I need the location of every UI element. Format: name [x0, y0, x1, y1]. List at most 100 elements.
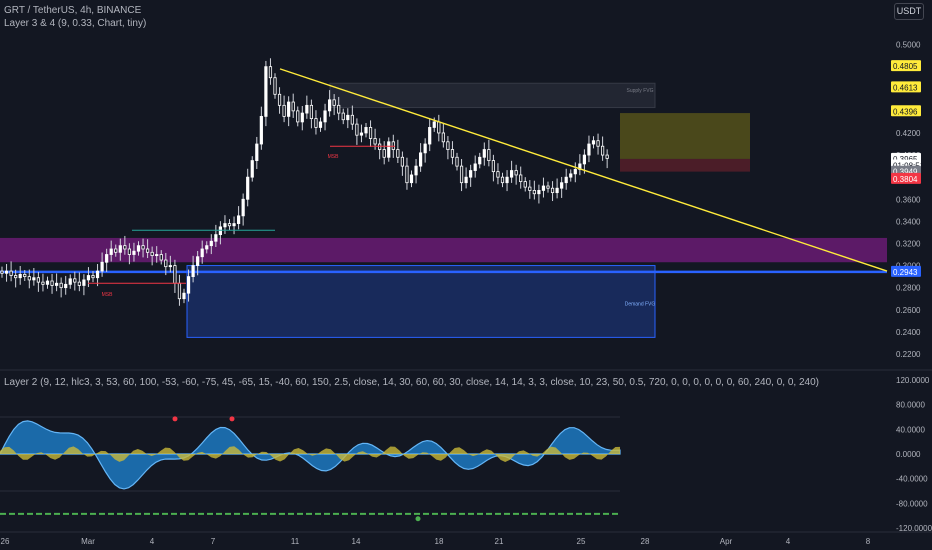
osc-money-flow — [0, 446, 620, 462]
candle-body — [214, 234, 218, 242]
price-label: 0.3804 — [893, 175, 918, 184]
candle-body — [582, 154, 587, 165]
candle-body — [259, 115, 263, 145]
candle-body — [73, 278, 77, 283]
candle-body — [550, 187, 555, 194]
candle-body — [350, 114, 354, 125]
currency-button[interactable]: USDT — [894, 3, 924, 20]
candle-body — [564, 176, 568, 184]
layer34-legend[interactable]: Layer 3 & 4 (9, 0.33, Chart, tiny) — [4, 18, 147, 29]
candle-body — [136, 245, 141, 252]
candle-body — [541, 185, 546, 191]
price-label-bg — [891, 60, 921, 72]
price-axis-tick: 0.5000 — [896, 41, 921, 50]
candle-body — [296, 110, 300, 123]
zone-profit — [620, 113, 750, 159]
candle-body — [91, 275, 95, 279]
candle-body — [182, 292, 186, 300]
price-label: 0.4805 — [893, 62, 918, 71]
candle-body — [300, 112, 304, 123]
candle-body — [428, 127, 432, 145]
candle-body — [132, 250, 136, 255]
candle-body — [273, 77, 277, 95]
candle-body — [27, 276, 31, 281]
candle-body — [95, 270, 100, 279]
candle-body — [560, 182, 564, 189]
candle-body — [368, 127, 373, 139]
candle-body — [218, 226, 222, 236]
time-axis-tick: 26 — [1, 537, 10, 546]
time-axis-tick: Mar — [81, 537, 95, 546]
price-label: 0.4396 — [893, 107, 918, 116]
candle-body — [0, 270, 4, 274]
time-axis-tick: 25 — [577, 537, 586, 546]
candle-body — [423, 143, 427, 154]
time-axis-tick: 21 — [495, 537, 504, 546]
candle-body — [373, 138, 377, 145]
candle-body — [446, 141, 450, 150]
candle-body — [159, 254, 163, 261]
price-axis-tick: 0.4200 — [896, 129, 921, 138]
candle-body — [55, 282, 59, 286]
candle-body — [546, 185, 550, 189]
candle-body — [396, 149, 400, 158]
osc-axis-tick: 0.0000 — [896, 450, 921, 459]
candle-body — [145, 248, 150, 253]
candle-body — [487, 149, 491, 161]
price-axis-tick: 0.2600 — [896, 306, 921, 315]
time-axis-tick: Apr — [720, 537, 733, 546]
candle-body — [464, 176, 468, 184]
candle-body — [50, 280, 54, 286]
candle-body — [509, 170, 514, 178]
candle-body — [236, 215, 241, 224]
candle-body — [277, 93, 282, 106]
osc-axis-tick: -80.0000 — [896, 499, 928, 508]
candle-body — [605, 154, 609, 159]
candle-body — [469, 170, 473, 178]
candle-body — [232, 223, 236, 227]
osc-wave-area — [0, 420, 621, 490]
candle-body — [250, 160, 254, 178]
candle-body — [473, 163, 477, 171]
candle-body — [227, 223, 232, 227]
candle-body — [601, 145, 605, 156]
candle-body — [400, 156, 405, 167]
candle-body — [459, 165, 464, 184]
candle-body — [246, 176, 250, 200]
candle-body — [105, 254, 109, 263]
price-axis-tick: 0.3200 — [896, 239, 921, 248]
candle-body — [514, 170, 518, 176]
osc-axis-tick: 80.0000 — [896, 401, 925, 410]
candle-body — [437, 121, 441, 134]
layer2-legend[interactable]: Layer 2 (9, 12, hlc3, 3, 53, 60, 100, -5… — [4, 377, 819, 388]
trendline — [279, 68, 888, 272]
candle-body — [36, 277, 41, 283]
zone-blue — [186, 265, 656, 338]
time-axis-tick: 8 — [866, 537, 871, 546]
candle-body — [114, 248, 118, 253]
candle-body — [14, 275, 18, 279]
candle-body — [337, 104, 341, 114]
candle-body — [309, 104, 314, 120]
candle-body — [496, 171, 500, 178]
candle-body — [587, 143, 591, 156]
candle-body — [141, 245, 145, 250]
candle-body — [441, 132, 445, 143]
candle-body — [32, 277, 36, 281]
candle-body — [173, 265, 177, 284]
candle-body — [591, 140, 596, 145]
candle-body — [205, 245, 209, 250]
price-axis-tick: 0.2800 — [896, 284, 921, 293]
candle-body — [200, 248, 204, 258]
candle-body — [323, 110, 327, 123]
candle-body — [100, 261, 104, 272]
candle-body — [391, 141, 395, 150]
time-axis-tick: 4 — [786, 537, 791, 546]
candle-body — [305, 104, 309, 114]
price-label-bg — [891, 105, 921, 117]
candle-body — [241, 198, 245, 217]
osc-axis-tick: 40.0000 — [896, 425, 925, 434]
candle-body — [455, 156, 459, 167]
time-axis-tick: 11 — [291, 537, 300, 546]
osc-axis-tick: -120.0000 — [896, 524, 932, 533]
